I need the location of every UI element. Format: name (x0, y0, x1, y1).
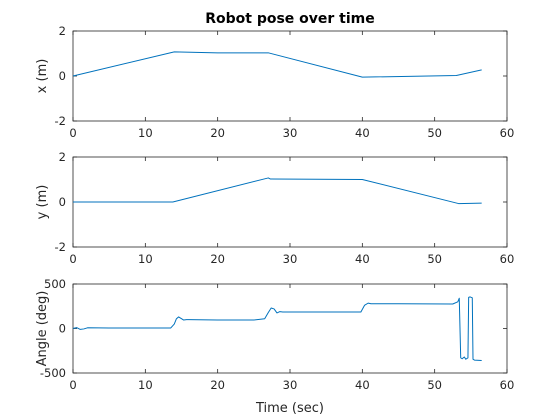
x-tick-label: 0 (69, 252, 76, 266)
x-tick-label: 50 (427, 252, 442, 266)
x-tick-label: 10 (138, 126, 153, 140)
x-tick-label: 10 (138, 252, 153, 266)
y-axis-label: y (m) (35, 185, 50, 220)
x-axis-label: Time (sec) (255, 401, 324, 416)
x-tick-label: 0 (69, 126, 76, 140)
y-axis-label: Angle (deg) (35, 291, 50, 367)
x-tick-label: 10 (138, 378, 153, 392)
x-tick-label: 50 (427, 378, 442, 392)
figure-title: Robot pose over time (205, 11, 375, 27)
x-tick-label: 0 (69, 378, 76, 392)
x-tick-label: 60 (500, 126, 515, 140)
y-tick-label: 2 (59, 24, 66, 38)
y-tick-label: -2 (55, 240, 66, 254)
y-tick-label: 0 (59, 69, 66, 83)
y-tick-label: 0 (59, 195, 66, 209)
series-line (72, 296, 482, 362)
x-tick-label: 20 (210, 126, 225, 140)
x-tick-label: 20 (210, 378, 225, 392)
x-tick-label: 30 (283, 378, 298, 392)
x-tick-label: 30 (283, 252, 298, 266)
y-tick-label: 2 (59, 150, 66, 164)
x-tick-label: 40 (355, 252, 370, 266)
series-line (72, 51, 482, 78)
x-tick-label: 20 (210, 252, 225, 266)
y-tick-label: 500 (44, 277, 66, 291)
y-tick-label: -500 (40, 366, 66, 380)
x-tick-label: 60 (500, 378, 515, 392)
y-tick-label: 0 (59, 322, 66, 336)
series-line (73, 177, 482, 205)
x-tick-label: 60 (500, 252, 515, 266)
x-tick-label: 40 (355, 378, 370, 392)
y-tick-label: -2 (55, 114, 66, 128)
x-tick-label: 50 (427, 126, 442, 140)
x-tick-label: 30 (283, 126, 298, 140)
x-tick-label: 40 (355, 126, 370, 140)
y-axis-label: x (m) (35, 59, 50, 94)
